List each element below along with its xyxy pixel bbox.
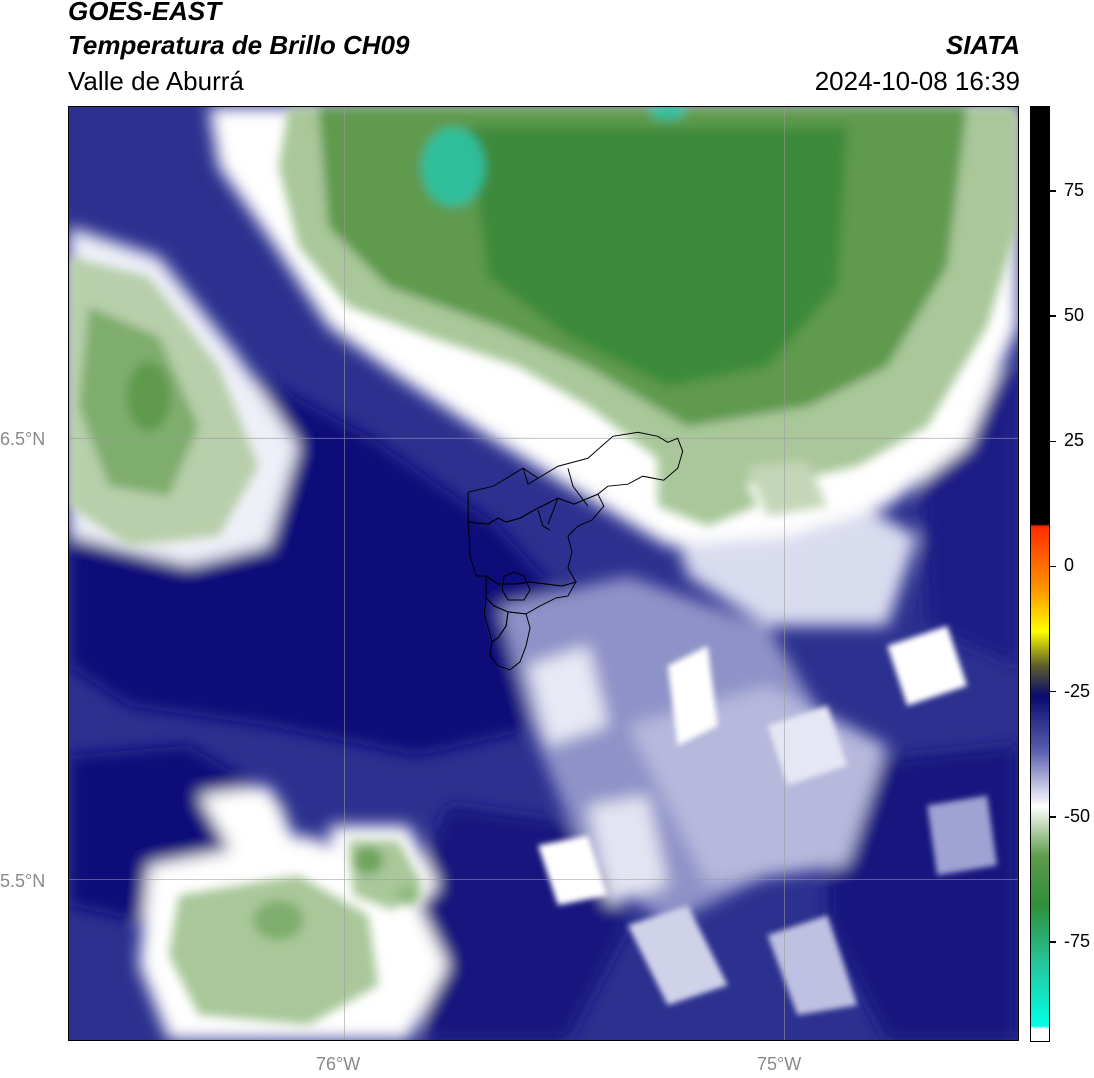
lon-label-75w: 75°W: [757, 1054, 802, 1074]
colorbar-tick-mark: [1050, 440, 1056, 443]
colorbar-tick-label: -75: [1064, 930, 1091, 951]
colorbar-tick-label: 50: [1064, 305, 1085, 326]
colorbar-tick-label: 0: [1064, 555, 1075, 576]
colorbar-tick-mark: [1050, 941, 1056, 943]
colorbar-tick-mark: [1050, 816, 1056, 818]
colorbar-tick-label: -50: [1064, 805, 1091, 826]
lon-label-76w: 76°W: [316, 1054, 361, 1074]
green-cloud-layer: [69, 107, 1018, 1026]
colorbar-tick-mark: [1050, 565, 1056, 568]
timestamp-label: 2024-10-08 16:39: [814, 66, 1020, 96]
valle-aburra-boundaries: [467, 431, 684, 671]
fine-cloud-streaks: [538, 625, 998, 1016]
colorbar-tick-label: 75: [1064, 180, 1085, 201]
colorbar-tick-label: -25: [1064, 680, 1091, 701]
colorbar-tick-label: 25: [1064, 430, 1085, 451]
map-canvas: [69, 107, 1018, 1040]
temperature-colorbar: [1030, 106, 1050, 1042]
colorbar-tick-mark: [1050, 315, 1056, 317]
brightness-temperature-map[interactable]: [68, 106, 1019, 1041]
map-gridlines: [69, 107, 1018, 1040]
satellite-title: GOES-EAST: [68, 0, 222, 26]
product-title: Temperatura de Brillo CH09: [68, 30, 410, 60]
colorbar-tick-mark: [1050, 190, 1056, 192]
region-subtitle: Valle de Aburrá: [68, 66, 244, 96]
lat-label-6-5: 6.5°N: [0, 429, 46, 449]
colorbar-tick-mark: [1050, 690, 1056, 693]
lat-label-5-5: 5.5°N: [0, 871, 46, 891]
organization-label: SIATA: [945, 30, 1020, 60]
